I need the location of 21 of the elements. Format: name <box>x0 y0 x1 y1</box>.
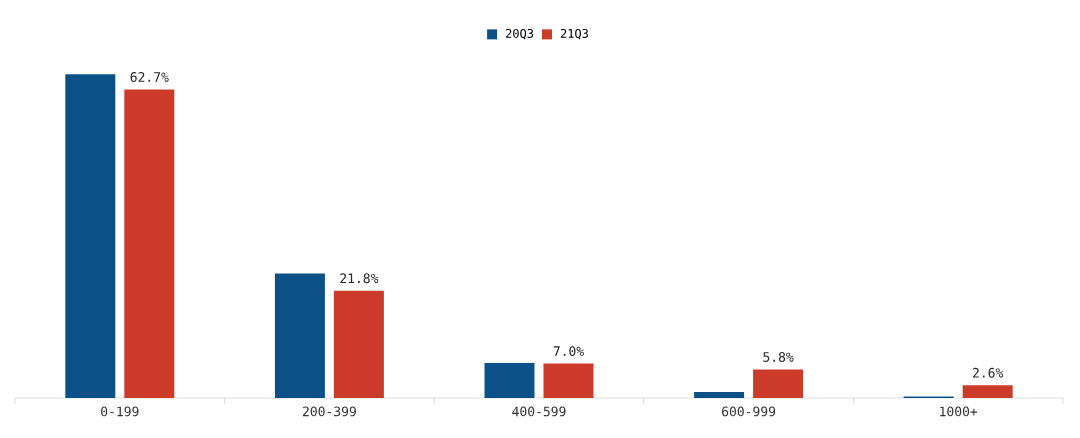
x-tick-label: 0-199 <box>101 406 139 417</box>
bar <box>274 273 325 398</box>
data-label: 21.8% <box>340 273 379 284</box>
data-label: 5.8% <box>763 352 794 362</box>
legend-label: 21Q3 <box>560 28 588 40</box>
data-label: 7.0% <box>553 346 584 357</box>
bar <box>962 385 1013 398</box>
bar <box>484 363 535 398</box>
bar <box>333 290 384 398</box>
bar <box>65 74 116 398</box>
x-tick-label: 200-399 <box>302 406 356 417</box>
legend-label: 20Q3 <box>505 28 534 40</box>
bar <box>124 89 175 398</box>
bar <box>694 392 745 398</box>
x-tick-label: 400-599 <box>512 406 566 417</box>
x-tick-label: 1000+ <box>940 406 978 417</box>
data-label: 62.7% <box>130 72 169 82</box>
bar <box>543 363 594 398</box>
x-tick-label: 600-999 <box>722 406 776 417</box>
data-label: 2.6% <box>973 367 1004 378</box>
bar <box>753 369 804 398</box>
